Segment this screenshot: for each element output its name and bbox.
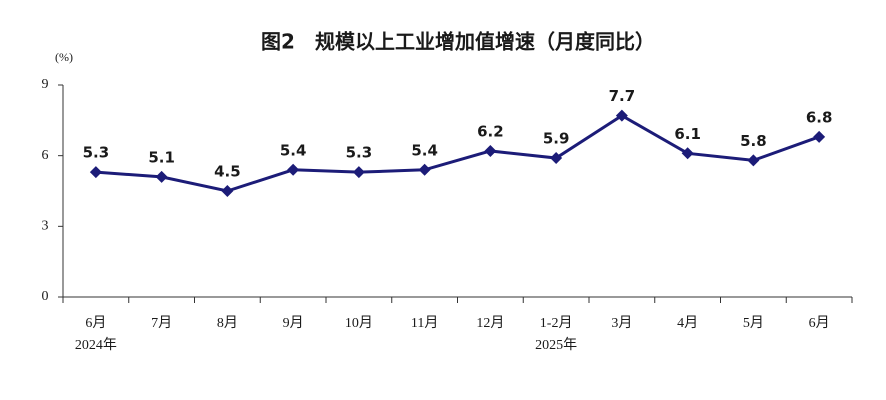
marker <box>155 170 168 183</box>
x-tick-label: 1-2月 <box>540 315 573 331</box>
data-label: 6.2 <box>477 122 504 140</box>
data-label: 5.4 <box>411 141 438 159</box>
data-label: 5.8 <box>740 132 767 150</box>
y-tick-label: 6 <box>42 148 49 163</box>
chart-title: 图2 规模以上工业增加值增速（月度同比） <box>261 30 655 54</box>
data-label: 5.3 <box>346 144 373 162</box>
x-tick-label: 11月 <box>411 315 438 331</box>
marker <box>418 163 431 176</box>
marker <box>681 147 694 160</box>
data-label: 6.8 <box>806 108 833 126</box>
y-unit: (%) <box>55 50 73 64</box>
y-tick-label: 3 <box>42 219 49 234</box>
marker <box>287 163 300 176</box>
x-tick-label: 10月 <box>345 315 373 331</box>
y-tick-label: 9 <box>42 77 49 92</box>
x-tick-label: 8月 <box>217 315 238 331</box>
marker <box>484 144 497 157</box>
data-label: 5.4 <box>280 141 307 159</box>
data-label: 7.7 <box>609 87 636 105</box>
marker <box>352 166 365 179</box>
x-tick-label: 4月 <box>677 315 698 331</box>
x-tick-label: 9月 <box>283 315 304 331</box>
x-tick-label: 12月 <box>476 315 504 331</box>
marker <box>89 166 102 179</box>
y-tick-label: 0 <box>42 289 49 304</box>
marker <box>550 152 563 165</box>
x-tick-label: 6月 <box>85 315 106 331</box>
marker <box>221 185 234 197</box>
line <box>95 113 820 193</box>
x-tick-label: 6月 <box>809 315 830 331</box>
marker <box>615 109 628 122</box>
marker <box>813 130 826 143</box>
data-label: 6.1 <box>674 125 701 143</box>
data-label: 4.5 <box>214 163 241 181</box>
x-group-label: 2025年 <box>535 337 577 353</box>
data-label: 5.3 <box>83 144 110 162</box>
marker <box>747 154 760 167</box>
x-group-label: 2024年 <box>75 337 117 353</box>
data-label: 5.1 <box>148 148 175 166</box>
x-tick-label: 3月 <box>611 315 632 331</box>
x-tick-label: 5月 <box>743 315 764 331</box>
data-label: 5.9 <box>543 130 570 148</box>
x-tick-label: 7月 <box>151 315 172 331</box>
